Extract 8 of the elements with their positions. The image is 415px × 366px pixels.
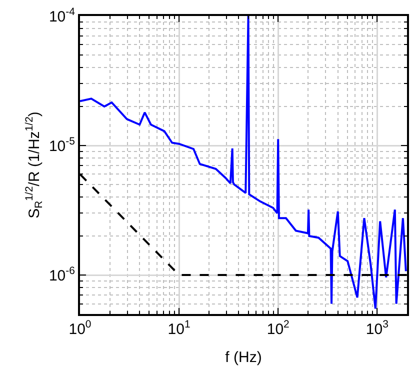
x-axis-title: f (Hz) bbox=[225, 349, 262, 366]
y-tick-label: 10$^{-5}$ bbox=[48, 135, 76, 155]
y-tick-label: 10$^{-6}$ bbox=[48, 264, 76, 284]
x-tick-label: 10$^{1}$ bbox=[168, 318, 190, 338]
x-tick-label: 10$^{3}$ bbox=[366, 318, 389, 338]
y-tick-label: 10$^{-4}$ bbox=[48, 6, 76, 26]
x-tick-label: 10$^{0}$ bbox=[68, 318, 92, 338]
x-tick-label: 10$^{2}$ bbox=[266, 318, 290, 338]
